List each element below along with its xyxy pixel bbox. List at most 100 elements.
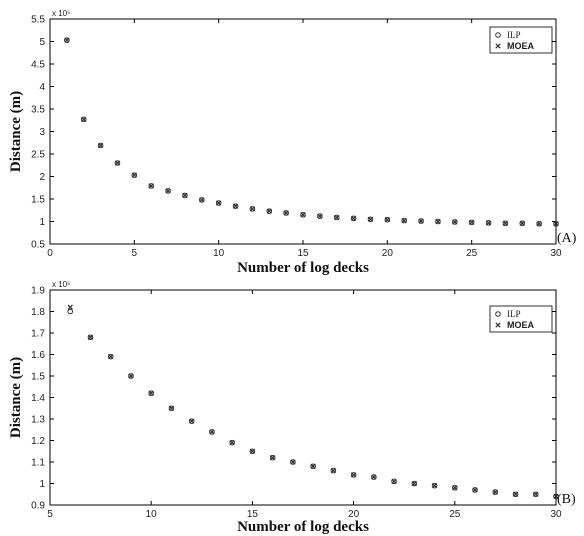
data-point-moea: [330, 467, 337, 474]
data-point-moea: [249, 448, 256, 454]
x-marker-stroke: [533, 491, 539, 497]
x-marker-stroke: [87, 334, 94, 340]
data-point-ilp: [310, 463, 316, 470]
chart-panel-b: 5 10 15 20 25 30 0.9 1 1.1 1.2 1.3 1.4 1.5 1.6 1.7 1.8 1…: [8, 280, 576, 535]
x-tick-label: 10: [146, 509, 158, 520]
data-point-moea: [431, 482, 438, 489]
y-tick-label: 5.5: [31, 15, 45, 26]
data-point-ilp: [215, 200, 222, 206]
x-tick-label: 10: [213, 248, 225, 259]
data-point-ilp: [536, 220, 542, 227]
legend-box: [489, 305, 553, 333]
data-point-moea: [266, 208, 272, 214]
data-point-moea: [216, 200, 222, 206]
x-axis-label: Number of log decks: [237, 260, 369, 276]
data-point-ilp: [367, 216, 374, 223]
legend-marker-moea: [495, 43, 501, 49]
data-point-ilp: [452, 485, 458, 491]
y-axis-label: Distance (m): [8, 357, 24, 438]
x-tick-label: 5: [47, 509, 53, 520]
x-tick-label: 25: [449, 509, 461, 520]
x-tick-label: 20: [348, 509, 360, 520]
data-point-ilp: [418, 218, 424, 224]
x-tick-label: 30: [550, 248, 562, 259]
data-point-moea: [350, 215, 357, 222]
x-marker-stroke: [97, 142, 104, 149]
x-tick-label: 0: [47, 248, 53, 259]
data-point-moea: [87, 334, 94, 340]
x-marker-stroke: [317, 213, 323, 219]
data-point-moea: [502, 220, 509, 226]
data-point-ilp: [330, 467, 337, 474]
y-tick-label: 1: [39, 217, 45, 228]
data-point-ilp: [182, 192, 188, 199]
legend-label-moea: MOEA: [507, 320, 535, 330]
data-point-ilp: [472, 487, 478, 493]
y-tick-label: 1.6: [31, 350, 45, 361]
data-point-ilp: [266, 208, 273, 214]
chart-panel-a: 0 5 10 15 20 25 30 0.5 1 1.5 2 2.5 3 3.5 4 4.5 5 5.5 x 10⁵…: [8, 9, 577, 276]
series-moea: [64, 37, 559, 227]
data-point-moea: [199, 197, 205, 203]
data-point-moea: [435, 218, 441, 225]
x-marker-stroke: [189, 418, 195, 424]
data-point-ilp: [168, 405, 175, 412]
x-marker-stroke: [108, 353, 114, 360]
data-point-ilp: [232, 203, 239, 209]
legend-marker-moea: [495, 322, 501, 328]
data-point-ilp: [452, 219, 458, 225]
y-tick-label: 5: [39, 37, 45, 48]
y-tick-label: 1.5: [31, 195, 45, 206]
data-point-moea: [536, 221, 542, 227]
data-point-ilp: [350, 215, 357, 222]
data-point-ilp: [519, 220, 526, 227]
x-marker-stroke: [64, 37, 70, 43]
x-marker-stroke: [199, 197, 205, 203]
data-point-moea: [283, 210, 289, 216]
y-tick-label: 1.1: [31, 458, 45, 469]
data-point-ilp: [114, 160, 121, 166]
x-marker-stroke: [401, 217, 407, 224]
data-point-ilp: [502, 220, 509, 227]
x-marker-stroke: [553, 493, 559, 500]
data-point-moea: [553, 493, 559, 500]
x-marker-stroke: [536, 221, 542, 227]
data-point-moea: [290, 459, 296, 465]
data-point-moea: [472, 487, 478, 493]
data-point-ilp: [148, 183, 154, 189]
y-tick-label: 2.5: [31, 150, 45, 161]
x-marker-stroke: [435, 218, 441, 225]
data-point-ilp: [188, 418, 195, 424]
data-point-moea: [229, 439, 235, 446]
x-marker-stroke: [232, 203, 239, 209]
y-axis-exponent: x 10⁵: [52, 9, 70, 18]
data-point-moea: [401, 217, 407, 224]
data-point-ilp: [209, 429, 215, 435]
data-point-moea: [64, 37, 70, 43]
x-marker-stroke: [502, 220, 509, 226]
data-point-moea: [108, 353, 114, 360]
data-point-moea: [168, 405, 175, 411]
x-marker-stroke: [519, 220, 525, 226]
data-point-ilp: [80, 116, 87, 123]
x-marker-stroke: [553, 221, 559, 227]
data-point-ilp: [131, 172, 138, 178]
data-point-moea: [189, 418, 195, 424]
data-point-ilp: [283, 210, 289, 216]
x-marker-stroke: [209, 429, 215, 435]
y-tick-label: 3: [39, 127, 45, 138]
data-point-ilp: [468, 219, 475, 226]
x-marker-stroke: [290, 459, 296, 465]
data-point-moea: [469, 219, 475, 226]
x-marker-stroke: [249, 206, 256, 212]
x-marker-stroke: [391, 478, 397, 485]
data-point-ilp: [333, 214, 340, 221]
x-marker-stroke: [67, 304, 73, 310]
y-tick-label: 1.8: [31, 307, 45, 318]
x-marker-stroke: [469, 219, 475, 226]
data-point-ilp: [67, 308, 74, 315]
panel-label: (A): [557, 231, 577, 246]
x-marker-stroke: [269, 455, 276, 461]
